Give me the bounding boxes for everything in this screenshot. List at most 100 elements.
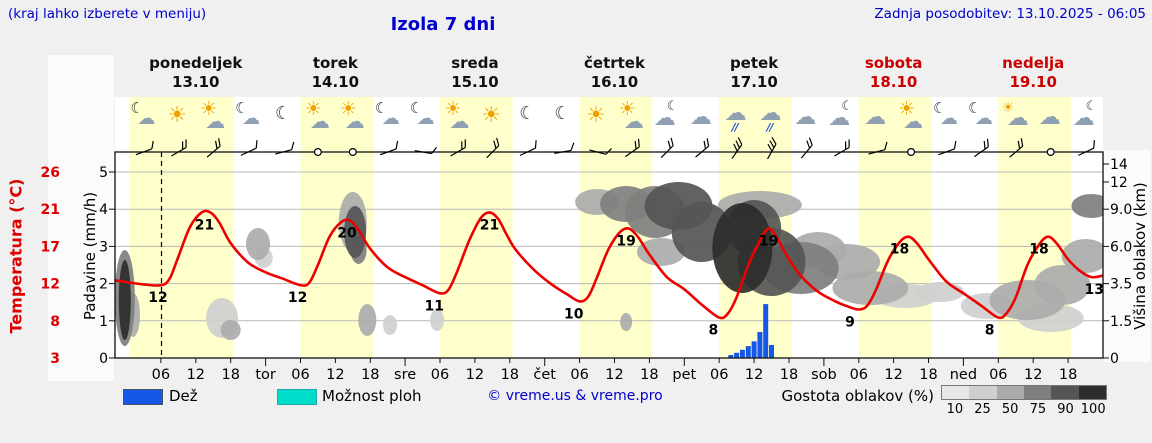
cloud-axis-tick-label: 14 bbox=[1110, 157, 1128, 173]
wind-barb bbox=[519, 140, 537, 156]
day-name: petek bbox=[729, 54, 779, 72]
density-seg-25 bbox=[969, 386, 997, 399]
x-tick-label: 18 bbox=[361, 367, 379, 383]
x-tick-label: 12 bbox=[326, 367, 344, 383]
day-date: 15.10 bbox=[451, 73, 499, 91]
cloud-height-axis-label: Višina oblakov (km) bbox=[1131, 182, 1149, 330]
rain-legend-swatch bbox=[123, 389, 163, 405]
moon-glyph: ☾ bbox=[554, 103, 571, 124]
wind-barb bbox=[907, 147, 916, 157]
rain-legend-label: Dež bbox=[169, 387, 198, 405]
density-tick-label: 100 bbox=[1080, 402, 1106, 417]
wind-barb bbox=[206, 138, 221, 158]
temperature-value-label: 12 bbox=[288, 290, 307, 306]
cloud-glyph: ☁ bbox=[381, 108, 400, 129]
sun-icon: ☀ bbox=[163, 99, 193, 137]
cloud-density-legend-label: Gostota oblakov (%) bbox=[781, 387, 934, 405]
cloud-glyph: ☁ bbox=[137, 108, 156, 129]
temperature-value-label: 20 bbox=[337, 226, 357, 242]
moon-glyph: ☾ bbox=[841, 99, 853, 114]
cloud-icon: ☁ bbox=[687, 99, 717, 137]
x-tick-label: 12 bbox=[187, 367, 205, 383]
temperature-value-label: 9 bbox=[845, 315, 855, 331]
density-tick-label: 25 bbox=[974, 402, 991, 417]
right-axis-backdrop bbox=[1104, 150, 1150, 362]
sun-glyph: ☀ bbox=[1001, 100, 1015, 116]
cloud-blob bbox=[1071, 194, 1103, 218]
x-tick-label: 18 bbox=[501, 367, 519, 383]
density-seg-50 bbox=[996, 386, 1024, 399]
temperature-value-label: 13 bbox=[1085, 282, 1104, 298]
wind-barb bbox=[414, 146, 438, 155]
cloud-moon-icon: ☾ ☁ bbox=[826, 99, 856, 137]
page-title: Izola 7 dni bbox=[390, 14, 496, 35]
rain-bar bbox=[745, 346, 751, 358]
cloud-glyph: ☁ bbox=[653, 106, 676, 131]
calm-wind-icon bbox=[1046, 147, 1055, 157]
cloud-glyph: ☁ bbox=[724, 101, 747, 126]
cloud-blob bbox=[383, 315, 397, 335]
sun-cloud-icon: ☀ ☁ bbox=[198, 99, 228, 137]
cloud-axis-tick-label: 12 bbox=[1110, 175, 1128, 191]
sun-cloud-icon: ☀ ☁ bbox=[338, 99, 368, 137]
showers-legend-label: Možnost ploh bbox=[322, 387, 422, 405]
cloud-blob bbox=[620, 313, 633, 331]
x-tick-label: 06 bbox=[850, 367, 868, 383]
cloud-glyph: ☁ bbox=[242, 108, 261, 129]
wind-barb bbox=[868, 141, 888, 155]
day-name: sobota bbox=[864, 54, 923, 72]
rain-bar bbox=[757, 332, 763, 358]
wind-barb bbox=[379, 140, 399, 156]
x-tick-label: pet bbox=[672, 367, 696, 383]
wind-barb bbox=[348, 147, 357, 157]
density-seg-100 bbox=[1078, 386, 1106, 399]
cloud-blob bbox=[916, 282, 965, 302]
cloud-blob bbox=[430, 309, 445, 331]
x-tick-label: sob bbox=[811, 367, 837, 383]
moon-glyph: ☾ bbox=[519, 103, 536, 124]
temperature-value-label: 12 bbox=[148, 290, 167, 306]
day-date: 16.10 bbox=[590, 73, 639, 91]
cloud-blob bbox=[1034, 265, 1091, 305]
x-tick-label: 06 bbox=[431, 367, 449, 383]
wind-barb bbox=[554, 142, 575, 154]
cloud-glyph: ☁ bbox=[344, 109, 365, 133]
cloud-rain-icon: ☁// bbox=[757, 99, 787, 137]
x-tick-label: 12 bbox=[605, 367, 623, 383]
wind-barb bbox=[834, 139, 850, 157]
copyright-link[interactable]: © vreme.us & vreme.pro bbox=[487, 388, 663, 404]
moon-cloud-icon: ☾ ☁ bbox=[931, 99, 961, 137]
moon-cloud-icon: ☾ ☁ bbox=[408, 99, 438, 137]
density-seg-75 bbox=[1023, 386, 1052, 399]
x-tick-label: 06 bbox=[710, 367, 728, 383]
cloud-glyph: ☁ bbox=[1006, 106, 1029, 131]
temperature-value-label: 18 bbox=[890, 242, 909, 258]
density-tick-label: 90 bbox=[1057, 402, 1074, 417]
density-tick-label: 50 bbox=[1001, 402, 1019, 417]
moon-icon: ☾ bbox=[512, 99, 542, 137]
rain-bar bbox=[734, 352, 740, 358]
cloud-axis-tick-label: 0 bbox=[1110, 351, 1119, 367]
cloud-glyph: ☁ bbox=[689, 105, 712, 130]
x-tick-label: 12 bbox=[745, 367, 763, 383]
cloud-sun-icon: ☀ ☁ bbox=[1001, 99, 1031, 137]
sun-cloud-icon: ☀ ☁ bbox=[303, 99, 333, 137]
cloud-icon: ☁ bbox=[861, 99, 891, 137]
day-header-nedelja: nedelja 19.10 bbox=[963, 54, 1103, 92]
rain-bar bbox=[751, 341, 757, 358]
cloud-blob bbox=[220, 320, 241, 340]
moon-cloud-icon: ☾ ☁ bbox=[373, 99, 403, 137]
sun-cloud-icon: ☀ ☁ bbox=[617, 99, 647, 137]
x-tick-label: 06 bbox=[570, 367, 588, 383]
location-hint: (kraj lahko izberete v meniju) bbox=[8, 6, 207, 22]
cloud-blob bbox=[832, 271, 909, 305]
temperature-value-label: 21 bbox=[480, 217, 499, 233]
cloud-axis-tick-label: 1.5 bbox=[1110, 314, 1132, 330]
sun-cloud-icon: ☀ ☁ bbox=[896, 99, 926, 137]
temperature-value-label: 19 bbox=[616, 234, 635, 250]
showers-legend-swatch bbox=[277, 389, 317, 405]
day-name: ponedeljek bbox=[149, 54, 243, 72]
day-date: 17.10 bbox=[730, 73, 778, 91]
x-tick-label: 12 bbox=[884, 367, 902, 383]
day-header-sobota: sobota 18.10 bbox=[824, 54, 964, 92]
